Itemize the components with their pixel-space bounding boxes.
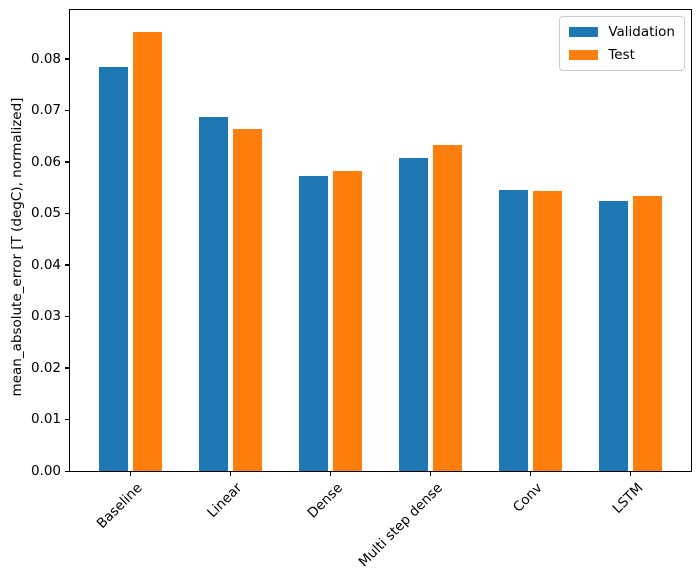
x-tick-mark — [530, 472, 532, 476]
x-tick-label-baseline: Baseline — [93, 480, 146, 532]
legend-label-test: Test — [608, 47, 635, 63]
y-tick-label: 0.00 — [30, 463, 61, 479]
bar-test-lstm — [633, 196, 663, 471]
y-tick-label: 0.05 — [30, 205, 61, 222]
y-tick-label: 0.03 — [30, 308, 61, 325]
y-tick-mark — [65, 58, 69, 60]
x-tick-mark — [229, 472, 232, 476]
bar-test-baseline — [132, 32, 162, 471]
x-tick-mark — [430, 472, 432, 476]
legend-item-validation: Validation — [569, 24, 675, 40]
legend-label-validation: Validation — [608, 24, 675, 40]
y-tick-mark — [65, 367, 69, 369]
bar-test-conv — [533, 191, 563, 471]
x-tick-mark — [630, 472, 632, 476]
y-tick-label: 0.02 — [30, 359, 61, 376]
y-tick-label: 0.08 — [30, 50, 61, 67]
bar-test-dense — [332, 170, 362, 471]
y-tick-label: 0.01 — [30, 411, 61, 428]
validation-swatch — [569, 27, 599, 37]
y-tick-mark — [65, 161, 69, 163]
x-tick-label-conv: Conv — [510, 480, 546, 516]
legend-item-test: Test — [569, 47, 675, 63]
bar-validation-baseline — [98, 66, 128, 471]
y-tick-label: 0.06 — [30, 153, 61, 170]
test-swatch — [569, 50, 599, 60]
bar-test-multi-step-dense — [433, 144, 463, 471]
y-tick-mark — [65, 264, 69, 266]
legend: Validation Test — [559, 16, 685, 71]
y-axis-label: mean_absolute_error [T (degC), normalize… — [9, 97, 25, 397]
y-tick-mark — [65, 109, 69, 112]
plot-inner — [70, 10, 691, 471]
x-tick-label-lstm: LSTM — [609, 480, 647, 517]
y-tick-label: 0.07 — [30, 102, 61, 119]
x-tick-mark — [329, 472, 332, 476]
bar-validation-linear — [198, 117, 228, 471]
x-tick-mark — [129, 472, 131, 476]
x-tick-label-linear: Linear — [204, 480, 246, 521]
y-tick-label: 0.04 — [30, 256, 61, 273]
bar-validation-dense — [298, 176, 328, 471]
bar-validation-lstm — [599, 201, 629, 471]
bar-validation-multi-step-dense — [399, 158, 429, 471]
x-tick-label-dense: Dense — [304, 480, 346, 522]
y-tick-mark — [65, 315, 69, 318]
bar-validation-conv — [499, 190, 529, 471]
x-tick-label-multi-step-dense: Multi step dense — [355, 480, 446, 571]
y-tick-mark — [65, 418, 69, 421]
bar-test-linear — [232, 128, 262, 471]
plot-area: Validation Test 0.00 0.01 0.02 0.03 0.04 0.05… — [31, 9, 692, 570]
y-tick-mark — [65, 470, 69, 472]
y-tick-mark — [65, 212, 69, 215]
